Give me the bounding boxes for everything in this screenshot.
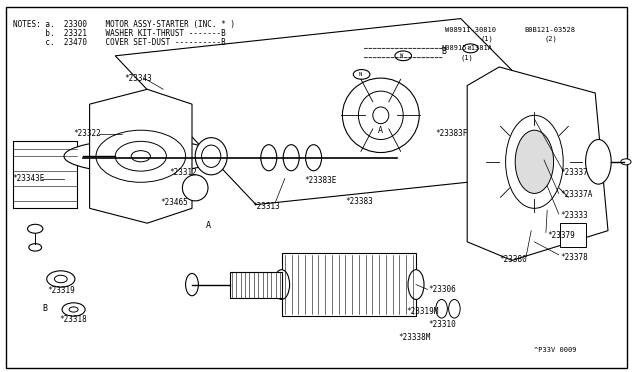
Text: *23383F: *23383F [435,129,468,138]
Circle shape [353,70,370,79]
Text: N: N [358,72,362,77]
Text: *23306: *23306 [429,285,456,294]
Circle shape [621,159,631,165]
Ellipse shape [274,270,290,299]
Text: *23338M: *23338M [398,333,431,342]
Ellipse shape [436,299,447,318]
Circle shape [395,51,412,61]
Ellipse shape [506,115,563,208]
Text: (1): (1) [480,36,493,42]
Text: (1): (1) [461,54,474,61]
Text: NOTES: a.  23300    MOTOR ASSY-STARTER (INC. * ): NOTES: a. 23300 MOTOR ASSY-STARTER (INC.… [13,20,235,29]
Text: b.  23321    WASHER KIT-THRUST -------B: b. 23321 WASHER KIT-THRUST -------B [13,29,225,38]
Circle shape [115,141,166,171]
Ellipse shape [586,140,611,184]
Text: *23337: *23337 [560,169,588,177]
Ellipse shape [358,91,403,140]
Text: W: W [400,53,404,58]
Text: *23322: *23322 [74,129,101,138]
Polygon shape [467,67,608,260]
Circle shape [96,130,186,182]
Text: *23313: *23313 [253,202,280,211]
Polygon shape [230,272,282,298]
Text: *23465: *23465 [160,198,188,207]
Ellipse shape [515,130,554,193]
Text: B: B [42,304,47,313]
Circle shape [131,151,150,162]
FancyBboxPatch shape [560,223,586,247]
Text: B: B [441,47,446,56]
Ellipse shape [195,138,227,175]
Ellipse shape [283,145,300,171]
Circle shape [28,224,43,233]
Text: *23318: *23318 [60,315,88,324]
Ellipse shape [306,145,322,171]
Text: B: B [467,46,471,51]
Text: c.  23470    COVER SET-DUST ----------B: c. 23470 COVER SET-DUST ----------B [13,38,225,47]
Circle shape [463,44,478,53]
Text: A: A [378,126,383,135]
Text: *23379: *23379 [547,231,575,240]
FancyBboxPatch shape [13,141,77,208]
Ellipse shape [202,145,221,167]
Text: *23380: *23380 [499,255,527,264]
Text: (2): (2) [544,36,557,42]
Text: *23319: *23319 [47,286,75,295]
Circle shape [47,271,75,287]
Ellipse shape [342,78,419,153]
Ellipse shape [64,140,218,173]
Circle shape [62,303,85,316]
Circle shape [54,275,67,283]
Text: B0B121-03528: B0B121-03528 [525,27,576,33]
Text: N08915-1381A: N08915-1381A [442,45,493,51]
Text: *23343E: *23343E [13,174,45,183]
Text: W08911-30810: W08911-30810 [445,27,496,33]
Text: *23337A: *23337A [560,190,593,199]
Polygon shape [90,89,192,223]
Ellipse shape [372,107,388,124]
Circle shape [29,244,42,251]
Circle shape [69,307,78,312]
Text: *23378: *23378 [560,253,588,262]
Text: *23333: *23333 [560,211,588,219]
Text: A: A [205,221,211,230]
Polygon shape [282,253,416,316]
Text: *23319M: *23319M [406,307,439,316]
Text: *23383: *23383 [346,197,373,206]
Text: ^P33V 0009: ^P33V 0009 [534,347,577,353]
Ellipse shape [408,270,424,299]
Ellipse shape [182,175,208,201]
Text: *23343: *23343 [125,74,152,83]
Text: *23383E: *23383E [304,176,337,185]
Ellipse shape [186,273,198,296]
Text: *23310: *23310 [429,320,456,329]
Ellipse shape [261,145,277,171]
Text: *23312: *23312 [170,169,197,177]
Ellipse shape [449,299,460,318]
